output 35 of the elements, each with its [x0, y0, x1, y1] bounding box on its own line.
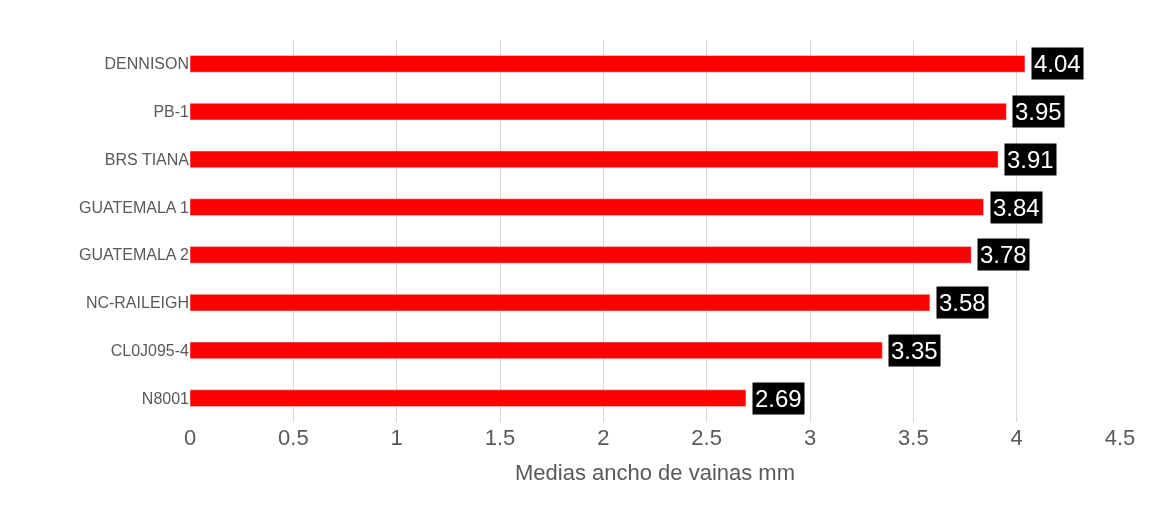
data-label: 3.91 — [1007, 146, 1054, 173]
x-tick-label: 2.5 — [691, 425, 722, 450]
data-label: 3.95 — [1015, 98, 1062, 125]
x-tick-label: 0 — [183, 425, 197, 450]
bar — [190, 246, 972, 264]
bar — [190, 55, 1026, 73]
y-tick-label: DENNISON — [104, 55, 189, 73]
data-label: 3.78 — [980, 241, 1027, 268]
bar — [190, 389, 747, 407]
x-axis-title: Medias ancho de vainas mm — [514, 459, 796, 485]
data-label: 2.69 — [755, 385, 802, 412]
y-tick-label: CL0J095-4 — [110, 341, 190, 359]
data-label: 3.84 — [993, 194, 1040, 221]
x-tick-label: 1.5 — [484, 425, 516, 450]
x-tick-label: 2 — [597, 425, 610, 450]
y-tick-label: GUATEMALA 1 — [79, 198, 190, 216]
y-tick-label: BRS TIANA — [104, 150, 190, 168]
bar — [190, 294, 931, 312]
y-tick-label: GUATEMALA 2 — [79, 246, 190, 264]
bar — [190, 103, 1007, 121]
bar — [190, 341, 883, 359]
x-tick-label: 3 — [803, 425, 817, 450]
x-tick-label: 4 — [1010, 425, 1023, 450]
y-tick-label: PB-1 — [153, 103, 190, 121]
x-tick-label: 1 — [390, 425, 403, 450]
x-tick-label: 4.5 — [1104, 425, 1136, 450]
data-label: 4.04 — [1034, 50, 1081, 77]
bar — [190, 150, 999, 168]
y-tick-label: N8001 — [141, 389, 190, 407]
bar — [190, 198, 984, 216]
x-tick-label: 3.5 — [898, 425, 929, 450]
y-tick-label: NC-RAILEIGH — [85, 294, 189, 312]
data-label: 3.35 — [891, 337, 938, 364]
data-label: 3.58 — [939, 289, 986, 316]
x-tick-label: 0.5 — [278, 425, 309, 450]
